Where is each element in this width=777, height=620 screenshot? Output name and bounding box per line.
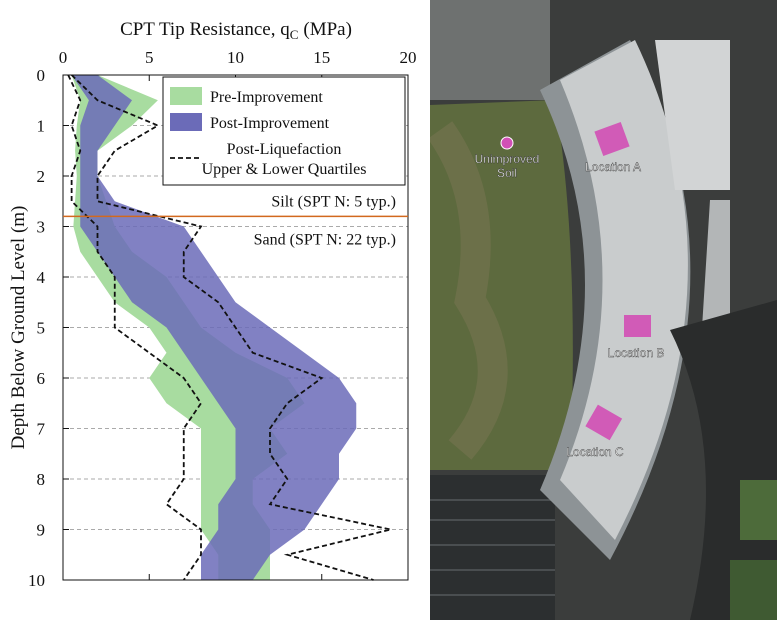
annotation: Sand (SPT N: 22 typ.)	[254, 231, 396, 248]
legend-label: Post-Improvement	[210, 115, 330, 132]
legend-label: Post-Liquefaction	[227, 141, 342, 158]
y-tick-label: 4	[37, 268, 46, 287]
y-tick-label: 7	[37, 420, 46, 439]
annotation: Silt (SPT N: 5 typ.)	[271, 193, 396, 210]
photo-label: Location A	[585, 160, 641, 174]
y-tick-label: 8	[37, 470, 46, 489]
y-tick-label: 5	[37, 319, 46, 338]
legend-swatch	[170, 87, 202, 105]
legend-label: Pre-Improvement	[210, 89, 323, 106]
x-tick-label: 20	[400, 48, 417, 67]
photo-label: Location C	[566, 445, 624, 459]
chart: CPT Tip Resistance, qC (MPa) Depth Below G…	[0, 0, 430, 620]
legend-swatch	[170, 113, 202, 131]
x-tick-label: 15	[313, 48, 330, 67]
y-tick-label: 0	[37, 66, 46, 85]
y-tick-label: 6	[37, 369, 46, 388]
legend-label: Upper & Lower Quartiles	[202, 161, 367, 178]
x-tick-label: 5	[145, 48, 154, 67]
y-tick-label: 3	[37, 218, 46, 237]
figure: CPT Tip Resistance, qC (MPa) Depth Below G…	[0, 0, 777, 620]
y-tick-label: 1	[37, 117, 46, 136]
chart-title: CPT Tip Resistance, qC (MPa)	[120, 19, 352, 42]
x-tick-label: 0	[59, 48, 68, 67]
y-tick-label: 10	[28, 571, 45, 590]
title-part: CPT Tip Resistance, q	[120, 19, 290, 40]
x-tick-label: 10	[227, 48, 244, 67]
photo-label: Location B	[608, 346, 665, 360]
title-part: C	[290, 27, 299, 42]
title-part: (MPa)	[303, 19, 352, 40]
y-tick-label: 9	[37, 521, 46, 540]
y-tick-label: 2	[37, 167, 46, 186]
y-axis-label: Depth Below Ground Level (m)	[8, 206, 29, 450]
